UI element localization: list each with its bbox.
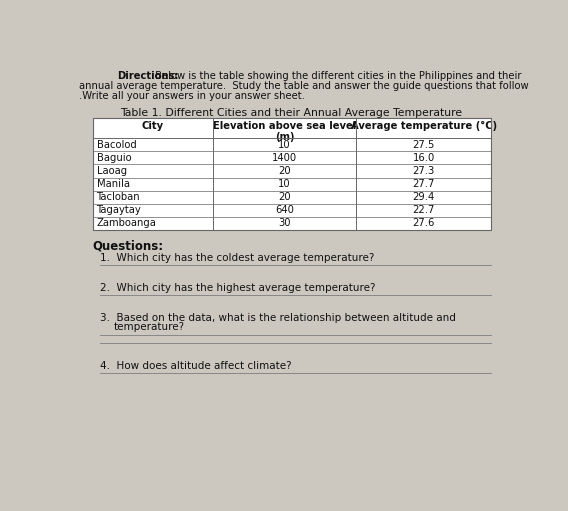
Text: 20: 20 bbox=[278, 192, 291, 202]
Text: 3.  Based on the data, what is the relationship between altitude and: 3. Based on the data, what is the relati… bbox=[101, 313, 456, 323]
Text: 1400: 1400 bbox=[272, 153, 297, 163]
Text: 16.0: 16.0 bbox=[412, 153, 435, 163]
Bar bbox=[93, 119, 491, 230]
Text: Tagaytay: Tagaytay bbox=[97, 205, 141, 215]
Text: 2.  Which city has the highest average temperature?: 2. Which city has the highest average te… bbox=[101, 283, 376, 293]
Text: Table 1. Different Cities and their Annual Average Temperature: Table 1. Different Cities and their Annu… bbox=[120, 107, 462, 118]
Text: Questions:: Questions: bbox=[93, 239, 164, 252]
Text: 1.  Which city has the coldest average temperature?: 1. Which city has the coldest average te… bbox=[101, 253, 375, 263]
Text: temperature?: temperature? bbox=[114, 322, 185, 332]
Text: Bacolod: Bacolod bbox=[97, 140, 136, 150]
Text: 22.7: 22.7 bbox=[412, 205, 435, 215]
Text: annual average temperature.  Study the table and answer the guide questions that: annual average temperature. Study the ta… bbox=[79, 81, 528, 90]
Text: Zamboanga: Zamboanga bbox=[97, 218, 156, 228]
Bar bbox=[93, 119, 491, 230]
Text: 10: 10 bbox=[278, 179, 291, 189]
Text: 27.6: 27.6 bbox=[412, 218, 435, 228]
Text: 4.  How does altitude affect climate?: 4. How does altitude affect climate? bbox=[101, 361, 292, 371]
Text: 29.4: 29.4 bbox=[412, 192, 435, 202]
Text: City: City bbox=[141, 122, 164, 131]
Text: Elevation above sea level
(m): Elevation above sea level (m) bbox=[213, 121, 356, 142]
Text: 640: 640 bbox=[275, 205, 294, 215]
Text: Tacloban: Tacloban bbox=[97, 192, 140, 202]
Text: Below is the table showing the different cities in the Philippines and their: Below is the table showing the different… bbox=[152, 71, 521, 81]
Text: 10: 10 bbox=[278, 140, 291, 150]
Text: 20: 20 bbox=[278, 166, 291, 176]
Text: Baguio: Baguio bbox=[97, 153, 131, 163]
Text: Average temperature (°C): Average temperature (°C) bbox=[350, 122, 496, 131]
Text: 27.3: 27.3 bbox=[412, 166, 435, 176]
Text: Directions:: Directions: bbox=[118, 71, 179, 81]
Text: 30: 30 bbox=[278, 218, 291, 228]
Text: 27.5: 27.5 bbox=[412, 140, 435, 150]
Text: Laoag: Laoag bbox=[97, 166, 127, 176]
Text: .Write all your answers in your answer sheet.: .Write all your answers in your answer s… bbox=[79, 90, 304, 101]
Text: Manila: Manila bbox=[97, 179, 130, 189]
Text: 27.7: 27.7 bbox=[412, 179, 435, 189]
